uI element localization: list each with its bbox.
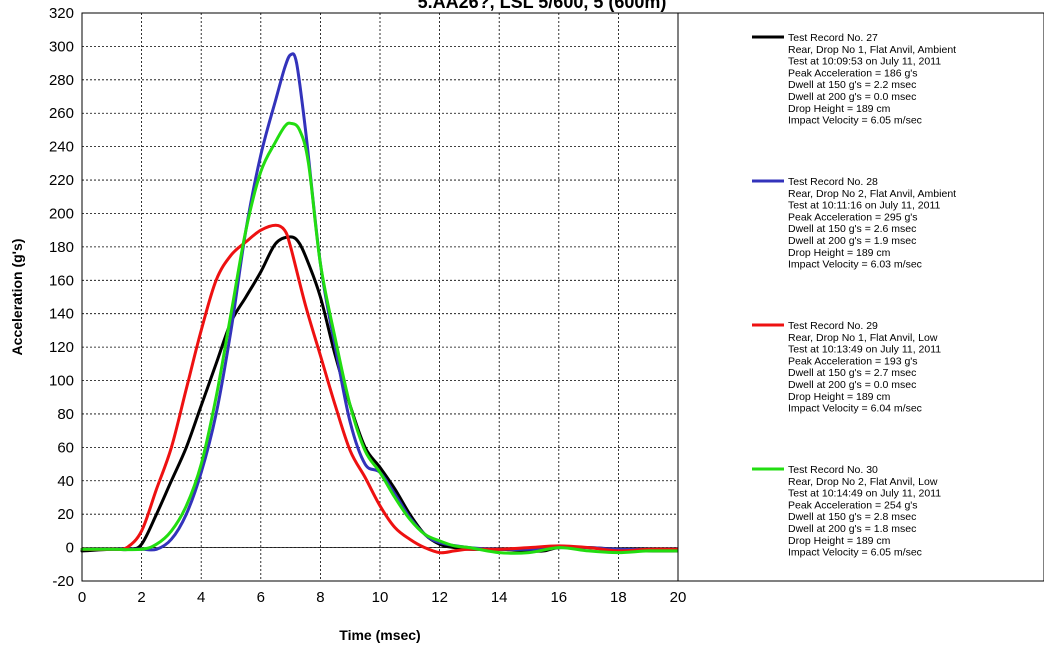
legend-text-line: Peak Acceleration = 193 g's: [788, 355, 918, 367]
legend-text-line: Drop Height = 189 cm: [788, 391, 891, 403]
legend-text-line: Peak Acceleration = 254 g's: [788, 499, 918, 511]
x-tick-label: 16: [550, 589, 567, 606]
x-tick-label: 10: [372, 589, 389, 606]
legend-text-line: Impact Velocity = 6.05 m/sec: [788, 115, 922, 127]
y-axis-ticks: -20 0 20 40 60 80 100 120 140 160 180 200 220 240 260 2…: [49, 5, 74, 590]
series-line-4: [80, 121, 680, 555]
y-tick-label: 160: [49, 272, 74, 289]
x-tick-label: 6: [257, 589, 265, 606]
legend-text-line: Impact Velocity = 6.05 m/sec: [788, 547, 922, 559]
legend-text-line: Rear, Drop No 1, Flat Anvil, Low: [788, 332, 938, 344]
legend-text-line: Peak Acceleration = 186 g's: [788, 67, 918, 79]
legend-text-line: Test at 10:09:53 on July 11, 2011: [788, 56, 941, 68]
x-tick-label: 8: [316, 589, 324, 606]
x-axis-title: Time (msec): [339, 627, 420, 643]
y-tick-label: 320: [49, 5, 74, 22]
y-tick-label: 20: [57, 506, 74, 523]
x-tick-label: 4: [197, 589, 205, 606]
legend-text-line: Dwell at 200 g's = 0.0 msec: [788, 379, 916, 391]
x-tick-label: 12: [431, 589, 448, 606]
x-tick-label: 18: [610, 589, 627, 606]
y-tick-label: 120: [49, 339, 74, 356]
x-tick-label: 2: [137, 589, 145, 606]
y-tick-label: -20: [52, 573, 74, 590]
grid: [82, 13, 678, 581]
legend-text-line: Peak Acceleration = 295 g's: [788, 211, 918, 223]
y-tick-label: 180: [49, 239, 74, 256]
legend-text-line: Drop Height = 189 cm: [788, 103, 891, 115]
legend-text-line: Dwell at 150 g's = 2.7 msec: [788, 367, 916, 379]
series-line-3: [80, 223, 680, 555]
legend-text-line: Test Record No. 27: [788, 32, 878, 44]
legend-text-line: Impact Velocity = 6.04 m/sec: [788, 403, 922, 415]
y-tick-label: 140: [49, 306, 74, 323]
y-tick-label: 300: [49, 38, 74, 55]
legend-text-line: Dwell at 200 g's = 1.9 msec: [788, 235, 916, 247]
legend-text-line: Rear, Drop No 2, Flat Anvil, Ambient: [788, 188, 956, 200]
x-tick-label: 0: [78, 589, 86, 606]
y-tick-label: 280: [49, 72, 74, 89]
legend-text-line: Dwell at 150 g's = 2.6 msec: [788, 223, 916, 235]
legend-text-line: Test at 10:13:49 on July 11, 2011: [788, 344, 941, 356]
legend-text-line: Dwell at 150 g's = 2.2 msec: [788, 79, 916, 91]
legend-text-line: Drop Height = 189 cm: [788, 535, 891, 547]
legend-text-line: Rear, Drop No 1, Flat Anvil, Ambient: [788, 44, 956, 56]
y-tick-label: 260: [49, 105, 74, 122]
legend-text-line: Rear, Drop No 2, Flat Anvil, Low: [788, 476, 938, 488]
legend-text-line: Impact Velocity = 6.03 m/sec: [788, 259, 922, 271]
series-lines: [80, 52, 680, 555]
legend-text-line: Drop Height = 189 cm: [788, 247, 891, 259]
y-tick-label: 80: [57, 406, 74, 423]
y-tick-label: 220: [49, 172, 74, 189]
y-tick-label: 240: [49, 139, 74, 156]
y-tick-label: 0: [66, 540, 74, 557]
legend-text-line: Test Record No. 28: [788, 176, 878, 188]
legend-text-line: Dwell at 150 g's = 2.8 msec: [788, 511, 916, 523]
legend-text-line: Dwell at 200 g's = 1.8 msec: [788, 523, 916, 535]
y-tick-label: 60: [57, 439, 74, 456]
legend-text-line: Test Record No. 30: [788, 464, 878, 476]
x-tick-label: 20: [670, 589, 687, 606]
y-tick-label: 200: [49, 205, 74, 222]
x-axis-ticks: 0 2 4 6 8 10 12 14 16 18 20: [78, 589, 687, 606]
legend-text-line: Dwell at 200 g's = 0.0 msec: [788, 91, 916, 103]
chart-title: 5.AA26?, LSL 5/600, 5 (600m): [418, 0, 667, 12]
y-tick-label: 40: [57, 473, 74, 490]
legend-box: [677, 12, 1044, 582]
y-axis-title: Acceleration (g's): [9, 239, 25, 356]
legend-text-line: Test Record No. 29: [788, 320, 878, 332]
legend-text-line: Test at 10:14:49 on July 11, 2011: [788, 488, 941, 500]
y-tick-label: 100: [49, 373, 74, 390]
x-tick-label: 14: [491, 589, 508, 606]
legend-text-line: Test at 10:11:16 on July 11, 2011: [788, 200, 941, 212]
